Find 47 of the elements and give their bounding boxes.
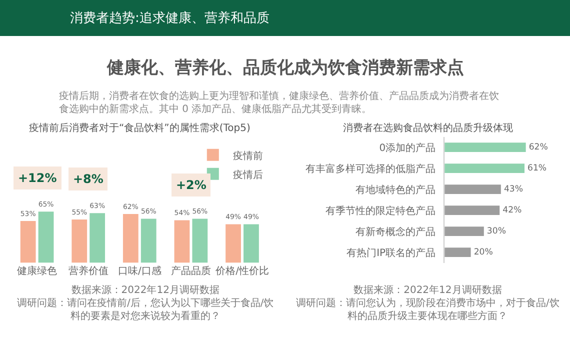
y-tick-label: 有季节性的限定特色产品 [326, 204, 436, 217]
text: +2% [176, 178, 206, 192]
text: 调研问题：请问您认为，现阶段在消费市场中，对于食品/饮料的品质升级主要体现在哪些方面？ [296, 297, 560, 322]
y-tick-label: 有丰富多样可选择的低脂产品 [306, 162, 436, 175]
x-tick-label: 产品品质 [170, 264, 211, 277]
data-label: 61% [528, 163, 547, 174]
bar [72, 219, 88, 263]
bar [444, 226, 484, 236]
bar [444, 164, 525, 174]
bar [122, 214, 138, 263]
x-tick-label: 健康绿色 [17, 264, 58, 277]
bar [174, 220, 190, 263]
bar [192, 218, 208, 263]
y-tick-label: 0添加的产品 [379, 142, 436, 154]
text: 调研问题：请问在疫情前/后，您认为以下哪些关于食品/饮料的要素是对您来说较为看重的？ [17, 297, 274, 322]
bar [444, 206, 500, 216]
x-tick-label: 营养价值 [68, 264, 108, 277]
bar [140, 218, 156, 263]
data-label: 43% [504, 184, 524, 194]
data-label: 42% [502, 205, 522, 216]
bar [244, 224, 259, 263]
legend-label: 疫情后 [232, 168, 263, 181]
bar [20, 221, 36, 263]
chart-title: 疫情前后消费者对于“食品饮料”的属性需求(Top5) [29, 122, 250, 134]
y-tick-label: 有热门IP联名的产品 [346, 246, 436, 259]
bar [444, 248, 471, 258]
data-label: 30% [486, 226, 506, 236]
text: +8% [73, 172, 104, 186]
x-tick-label: 价格/性价比 [214, 264, 269, 277]
data-label: 20% [474, 247, 493, 258]
bar [38, 212, 54, 263]
y-tick-label: 有地域特色的产品 [356, 184, 436, 196]
chart-title: 消费者在选购食品饮料的品质升级体现 [343, 122, 513, 134]
bar [90, 213, 106, 263]
text: +12% [18, 171, 57, 185]
text: 健康化、营养化、品质化成为饮食消费新需求点 [106, 58, 464, 78]
text: 疫情后期，消费者在饮食的选购上更为理智和谨慎，健康绿色、营养价值、产品品质成为消费者在饮食选购中的新需求点。其中 0 添加产品、健康低脂产品尤其受到青睐。 [59, 90, 499, 115]
bar [444, 142, 526, 152]
source-note: 数据来源：2022年12月调研数据 [354, 284, 502, 296]
legend-label: 疫情前 [232, 150, 263, 162]
y-tick-label: 有新奇概念的产品 [356, 226, 436, 238]
bar [226, 224, 241, 263]
x-tick-label: 口味/口感 [118, 264, 162, 277]
bar [444, 184, 501, 194]
text: 消费者趋势:追求健康、营养和品质 [70, 10, 270, 26]
data-label: 62% [528, 142, 548, 152]
source-note: 数据来源：2022年12月调研数据 [71, 284, 220, 296]
